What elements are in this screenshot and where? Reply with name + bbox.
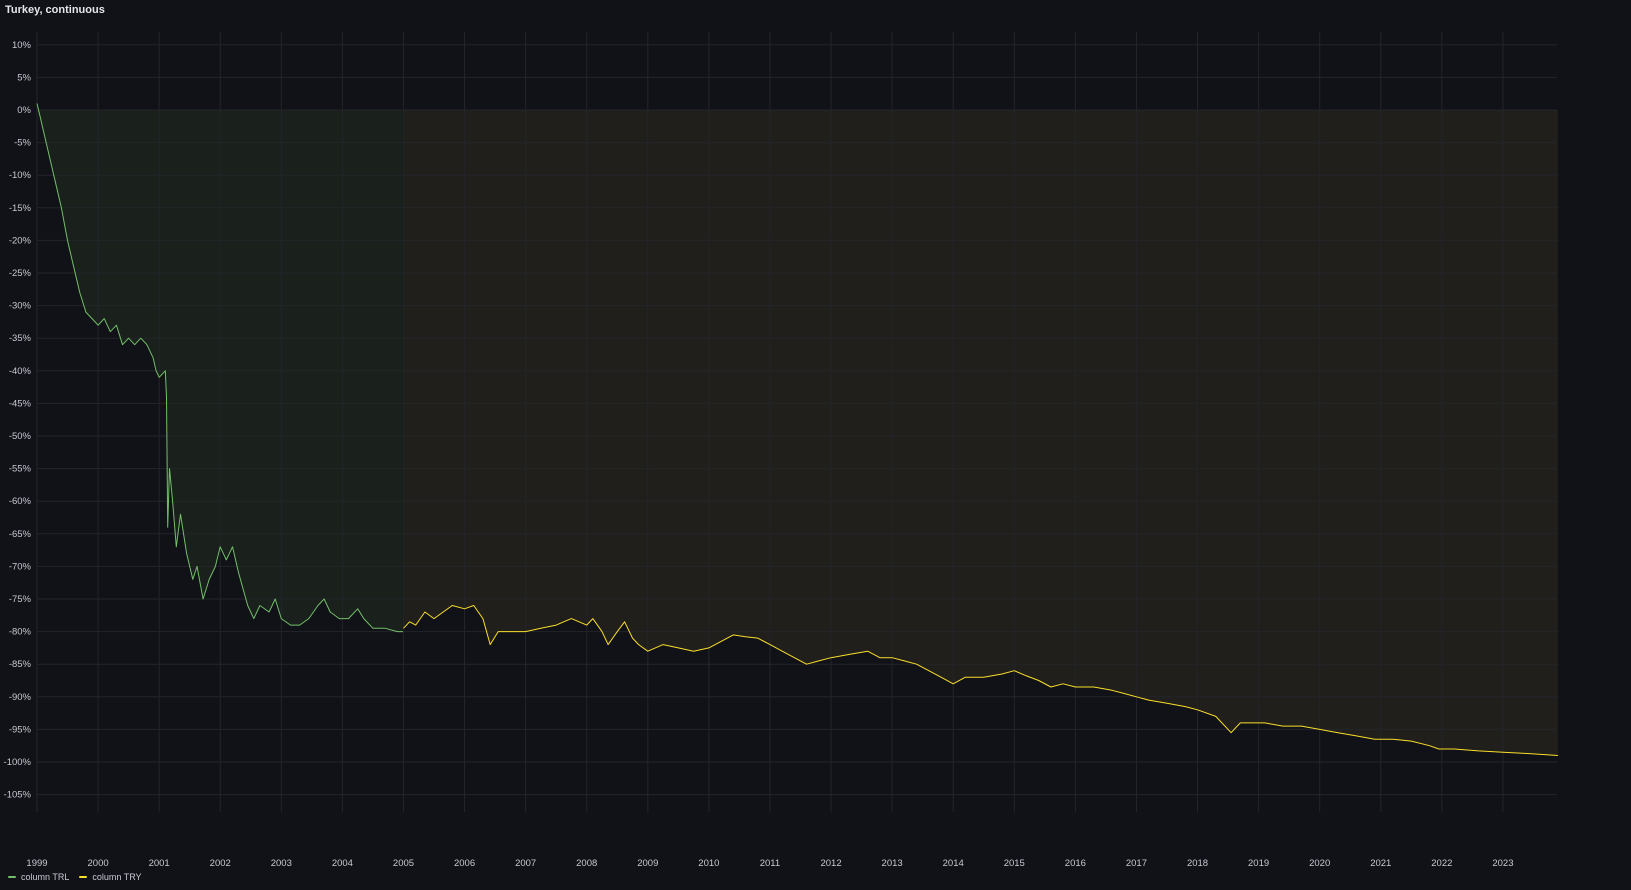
x-tick-label: 2015	[1004, 858, 1025, 869]
series-line-0[interactable]	[36, 103, 403, 633]
x-tick-label: 2008	[576, 858, 597, 869]
x-tick-label: 2005	[393, 858, 414, 869]
y-tick-label: -45%	[9, 398, 32, 409]
x-tick-label: 2018	[1187, 858, 1208, 869]
y-tick-label: -95%	[9, 724, 32, 735]
y-tick-label: -90%	[9, 692, 32, 703]
y-tick-label: -10%	[9, 170, 32, 181]
x-tick-label: 2004	[332, 858, 353, 869]
grid-lines	[36, 32, 1557, 812]
y-tick-label: -5%	[14, 138, 31, 149]
x-tick-label: 2022	[1431, 858, 1452, 869]
y-tick-label: -50%	[9, 431, 32, 442]
legend-label-try: column TRY	[92, 872, 142, 882]
area-fill-1	[403, 110, 1558, 756]
x-tick-label: 2012	[820, 858, 841, 869]
x-tick-label: 2021	[1370, 858, 1391, 869]
y-axis: 10% 5% 0% -5% -10% -15% -20% -25% -30% -35% -40% -4…	[4, 40, 32, 801]
legend-swatch-trl	[8, 876, 16, 878]
series-lines[interactable]	[36, 103, 1558, 756]
y-tick-label: -80%	[9, 627, 32, 638]
y-tick-label: 10%	[12, 40, 32, 51]
y-tick-label: -75%	[9, 594, 32, 605]
x-tick-label: 2017	[1126, 858, 1147, 869]
y-tick-label: -40%	[9, 366, 32, 377]
y-tick-label: -15%	[9, 203, 32, 214]
x-tick-label: 1999	[26, 858, 47, 869]
x-tick-label: 2006	[454, 858, 475, 869]
y-tick-label: -30%	[9, 301, 32, 312]
panel-title: Turkey, continuous	[5, 4, 105, 16]
y-tick-label: -105%	[4, 790, 32, 801]
y-tick-label: 0%	[17, 105, 31, 116]
y-tick-label: -70%	[9, 561, 32, 572]
x-tick-label: 2007	[515, 858, 536, 869]
y-tick-label: -100%	[4, 757, 32, 768]
x-tick-label: 2009	[637, 858, 658, 869]
y-tick-label: -60%	[9, 496, 32, 507]
y-tick-label: -20%	[9, 235, 32, 246]
x-tick-label: 2023	[1492, 858, 1513, 869]
x-tick-label: 2020	[1309, 858, 1330, 869]
y-tick-label: -35%	[9, 333, 32, 344]
x-axis: 1999 2000 2001 2002 2003 2004 2005 2006 2007 2008…	[26, 858, 1513, 869]
y-tick-label: 5%	[17, 72, 31, 83]
x-tick-label: 2019	[1248, 858, 1269, 869]
x-tick-label: 2000	[88, 858, 109, 869]
legend-item-trl[interactable]: column TRL	[8, 872, 69, 882]
y-tick-label: -25%	[9, 268, 32, 279]
legend-swatch-try	[79, 876, 88, 878]
x-tick-label: 2002	[210, 858, 231, 869]
y-tick-label: -65%	[9, 529, 32, 540]
y-tick-label: -85%	[9, 659, 32, 670]
y-tick-label: -55%	[9, 464, 32, 475]
shaded-regions	[37, 110, 1558, 756]
x-tick-label: 2001	[149, 858, 170, 869]
legend-item-try[interactable]: column TRY	[79, 872, 142, 882]
x-tick-label: 2014	[943, 858, 964, 869]
x-tick-label: 2003	[271, 858, 292, 869]
x-tick-label: 2013	[882, 858, 903, 869]
x-tick-label: 2010	[698, 858, 719, 869]
x-tick-label: 2011	[760, 858, 780, 869]
series-line-1[interactable]	[403, 605, 1558, 756]
x-tick-label: 2016	[1065, 858, 1086, 869]
legend[interactable]: column TRL column TRY	[8, 872, 142, 882]
legend-label-trl: column TRL	[21, 872, 70, 882]
